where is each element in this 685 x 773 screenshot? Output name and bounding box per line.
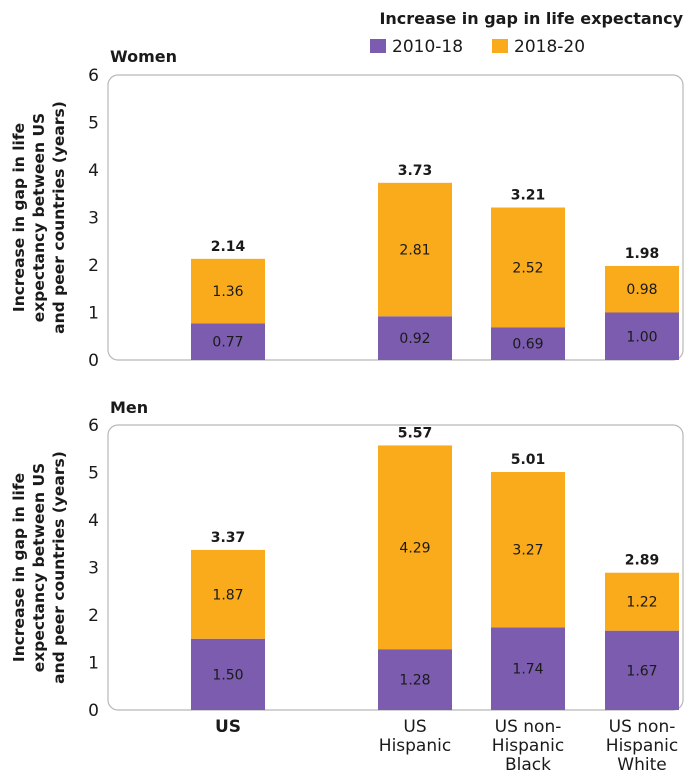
- bar-value-label: 0.98: [626, 282, 657, 298]
- legend-title: Increase in gap in life expectancy: [379, 9, 683, 28]
- bar-segment-2010-18: [605, 630, 679, 710]
- bar-value-label: 1.22: [626, 595, 657, 611]
- x-tick-label: Hispanic: [492, 736, 564, 756]
- y-tick-label: 2: [88, 256, 99, 276]
- y-tick-label: 3: [88, 209, 99, 229]
- y-axis-label-line: Increase in gap in life: [10, 473, 28, 662]
- y-tick-label: 0: [88, 701, 99, 721]
- bar-segment-2018-20: [491, 472, 565, 628]
- y-tick-label: 2: [88, 606, 99, 626]
- legend-swatch-2010-18: [370, 39, 386, 53]
- bar-segment-2018-20: [191, 258, 265, 324]
- y-axis-label-line: and peer countries (years): [50, 101, 68, 334]
- bar-value-label: 2.52: [512, 260, 543, 276]
- x-tick-label: Hispanic: [606, 736, 678, 756]
- bar-value-label: 4.29: [399, 540, 430, 556]
- x-tick-label: US: [215, 717, 241, 737]
- bar-total-label: 3.21: [511, 188, 546, 204]
- bar-total-label: 3.73: [398, 163, 433, 179]
- x-tick-label: US non-: [609, 717, 676, 737]
- panel-title: Women: [110, 47, 177, 66]
- bar-segment-2010-18: [378, 649, 452, 710]
- y-tick-label: 6: [88, 66, 99, 86]
- bar-total-label: 2.89: [625, 553, 660, 569]
- bar-segment-2010-18: [378, 316, 452, 360]
- bar-value-label: 2.81: [399, 243, 430, 259]
- legend-label-2018-20: 2018-20: [514, 37, 585, 57]
- y-tick-label: 1: [88, 304, 99, 324]
- y-tick-label: 5: [88, 464, 99, 484]
- bar-segment-2018-20: [378, 182, 452, 317]
- panel-men: Men 0 1 2 3 4 5 6 Increase in gap in life expecta…: [10, 398, 684, 773]
- bar-total-label: 2.14: [211, 239, 246, 255]
- bar-total-label: 5.01: [511, 452, 546, 468]
- bar-segment-2018-20: [605, 572, 679, 631]
- y-axis-label-line: and peer countries (years): [50, 451, 68, 684]
- bar-value-label: 1.00: [626, 329, 657, 345]
- x-tick-label: US: [403, 717, 426, 737]
- x-tick-label: Black: [505, 755, 551, 773]
- bar-value-label: 1.28: [399, 673, 430, 689]
- bar-segment-2010-18: [191, 638, 265, 710]
- y-tick-label: 6: [88, 416, 99, 436]
- bar-segment-2018-20: [491, 207, 565, 328]
- legend-swatch-2018-20: [492, 39, 508, 53]
- y-tick-label: 5: [88, 114, 99, 134]
- y-tick-label: 3: [88, 559, 99, 579]
- y-tick-label: 4: [88, 511, 99, 531]
- y-tick-label: 0: [88, 351, 99, 371]
- bar-value-label: 1.36: [212, 284, 243, 300]
- bar-value-label: 0.92: [399, 331, 430, 347]
- bar-value-label: 1.87: [212, 587, 243, 603]
- x-tick-label: US non-: [495, 717, 562, 737]
- y-axis-label-line: expectancy between US: [30, 463, 48, 672]
- bar-total-label: 3.37: [211, 530, 246, 546]
- bar-value-label: 0.77: [212, 335, 243, 351]
- bar-segment-2010-18: [191, 323, 265, 360]
- bar-value-label: 0.69: [512, 337, 543, 353]
- bar-segment-2010-18: [491, 627, 565, 710]
- bar-segment-2010-18: [605, 312, 679, 360]
- bar-total-label: 5.57: [398, 425, 433, 441]
- bar-value-label: 1.67: [626, 663, 657, 679]
- bar-segment-2018-20: [605, 265, 679, 313]
- panel-women: Women 0 1 2 3 4 5 6 Increase in gap in life expec…: [10, 47, 684, 371]
- x-tick-label: White: [617, 755, 666, 773]
- panel-title: Men: [110, 398, 148, 417]
- bar-segment-2018-20: [378, 445, 452, 650]
- bar-segment-2018-20: [191, 549, 265, 639]
- legend-label-2010-18: 2010-18: [392, 37, 463, 57]
- y-tick-label: 4: [88, 161, 99, 181]
- bar-value-label: 1.50: [212, 667, 243, 683]
- x-tick-label: Hispanic: [379, 736, 451, 756]
- y-axis-label-line: Increase in gap in life: [10, 123, 28, 312]
- y-axis-label-line: expectancy between US: [30, 113, 48, 322]
- bar-value-label: 3.27: [512, 543, 543, 559]
- bar-segment-2010-18: [491, 327, 565, 360]
- bar-value-label: 1.74: [512, 662, 543, 678]
- bar-total-label: 1.98: [625, 246, 660, 262]
- y-tick-label: 1: [88, 654, 99, 674]
